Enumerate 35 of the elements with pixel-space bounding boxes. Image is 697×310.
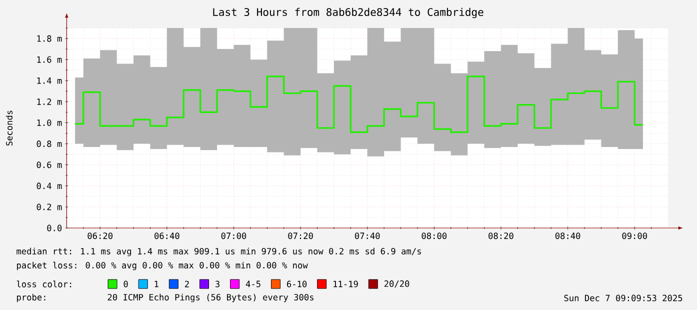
legend-label: 11-19: [334, 280, 358, 288]
y-axis-title: Seconds: [6, 110, 13, 146]
text: 20 ICMP Echo Pings (56 Bytes) every 300s: [108, 294, 314, 302]
text: packet loss: 0.00 % avg 0.00 % max 0.00 % min 0.00 % now: [17, 262, 308, 270]
legend-label: 2: [185, 280, 189, 288]
x-tick-label: 08:00: [422, 232, 447, 240]
y-tick-label: 0.0: [47, 224, 62, 232]
y-tick-label: 1.0 m: [37, 119, 62, 126]
x-tick-label: 07:00: [221, 232, 246, 240]
legend-label: 6-10: [287, 280, 307, 288]
y-tick-label: 1.6 m: [37, 56, 62, 63]
x-tick-label: 06:40: [154, 232, 180, 240]
legend-label: 0: [124, 280, 128, 288]
legend-label: 20/20: [384, 280, 410, 288]
legend-label: 3: [216, 280, 220, 288]
text: median rtt: 1.1 ms avg 1.4 ms max 909.1 us min 979.6 us now 0.2 ms sd 6.9 am/s: [16, 248, 421, 256]
text: probe:: [17, 294, 46, 302]
y-tick-label: 1.8 m: [37, 35, 62, 42]
y-tick-label: 1.4 m: [37, 78, 62, 84]
y-tick-label: 0.2 m: [36, 204, 62, 210]
legend-title: loss color:: [16, 280, 72, 288]
x-tick-label: 09:00: [622, 232, 647, 240]
y-tick-label: 1.2 m: [37, 98, 62, 105]
legend-label: 1: [154, 280, 158, 288]
x-tick-label: 08:40: [555, 232, 580, 240]
text: Sun Dec 7 09:09:53 2025: [564, 294, 682, 302]
x-tick-label: 06:20: [88, 232, 112, 240]
y-tick-label: 0.4 m: [36, 182, 62, 190]
y-tick-label: 0.8 m: [36, 140, 62, 148]
x-tick-label: 07:40: [354, 232, 380, 240]
x-tick-label: 08:20: [488, 232, 514, 240]
y-tick-label: 0.6 m: [36, 162, 62, 168]
legend-label: 4-5: [246, 280, 260, 288]
x-tick-label: 07:20: [288, 232, 313, 240]
chart-title: Last 3 Hours from 8ab6b2de8344 to Cambridge: [213, 8, 484, 18]
